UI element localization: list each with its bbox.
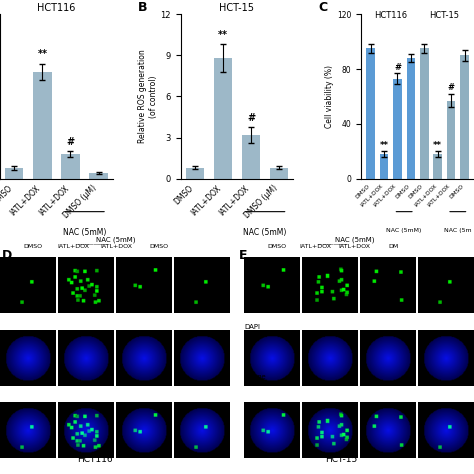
Bar (5, 168, 23, 179)
Bar (460, 55, 469, 179)
Text: #: # (66, 137, 74, 146)
Bar (433, 154, 442, 179)
Bar (407, 58, 415, 179)
Y-axis label: Cell viability (%): Cell viability (%) (325, 65, 334, 128)
Title: HCT-15: HCT-15 (219, 3, 255, 13)
Text: HCT116: HCT116 (374, 11, 407, 20)
Text: #: # (394, 63, 401, 72)
Text: NAC (5mM): NAC (5mM) (386, 228, 422, 233)
Bar (380, 154, 388, 179)
Text: ___________: ___________ (317, 240, 347, 245)
Text: DM: DM (388, 244, 399, 249)
Text: ___________: ___________ (77, 240, 108, 245)
Bar (366, 48, 375, 179)
Bar (214, 58, 232, 179)
Text: DAPI: DAPI (244, 324, 260, 330)
Bar (270, 168, 288, 179)
Text: HCT-15: HCT-15 (325, 455, 357, 464)
Title: HCT116: HCT116 (37, 3, 76, 13)
Text: IATL+DOX: IATL+DOX (299, 244, 331, 249)
Text: **: ** (433, 141, 442, 150)
Text: NAC (5mM): NAC (5mM) (63, 228, 106, 237)
Text: **: ** (37, 49, 47, 59)
Text: B: B (137, 1, 147, 14)
Text: IATL+DOX: IATL+DOX (100, 244, 132, 249)
Bar (393, 79, 402, 179)
Text: DMSO: DMSO (149, 244, 168, 249)
Bar (90, 173, 108, 179)
Text: #: # (447, 83, 455, 92)
Bar (61, 154, 80, 179)
Bar (186, 168, 204, 179)
Bar (242, 135, 260, 179)
Text: 53BP1: 53BP1 (244, 274, 266, 280)
Text: IATL+DOX: IATL+DOX (338, 244, 371, 249)
Text: E: E (239, 249, 248, 262)
Text: DMSO: DMSO (24, 244, 43, 249)
Text: NAC (5m: NAC (5m (444, 228, 472, 233)
Text: NAC (5mM): NAC (5mM) (335, 237, 374, 243)
Text: NAC (5mM): NAC (5mM) (96, 237, 136, 243)
Text: NAC (5mM): NAC (5mM) (244, 228, 287, 237)
Text: #: # (247, 112, 255, 123)
Text: DMSO: DMSO (268, 244, 287, 249)
Text: C: C (318, 1, 328, 14)
Text: **: ** (380, 141, 389, 150)
Text: Merge: Merge (244, 374, 266, 380)
Bar (420, 48, 428, 179)
Text: D: D (2, 249, 13, 262)
Text: **: ** (218, 30, 228, 40)
Text: IATL+DOX: IATL+DOX (57, 244, 90, 249)
Y-axis label: Relative ROS generation
(of control): Relative ROS generation (of control) (138, 50, 157, 143)
Bar (447, 100, 456, 179)
Bar (33, 72, 52, 179)
Text: HCT-15: HCT-15 (429, 11, 459, 20)
Text: HCT116: HCT116 (77, 455, 113, 464)
